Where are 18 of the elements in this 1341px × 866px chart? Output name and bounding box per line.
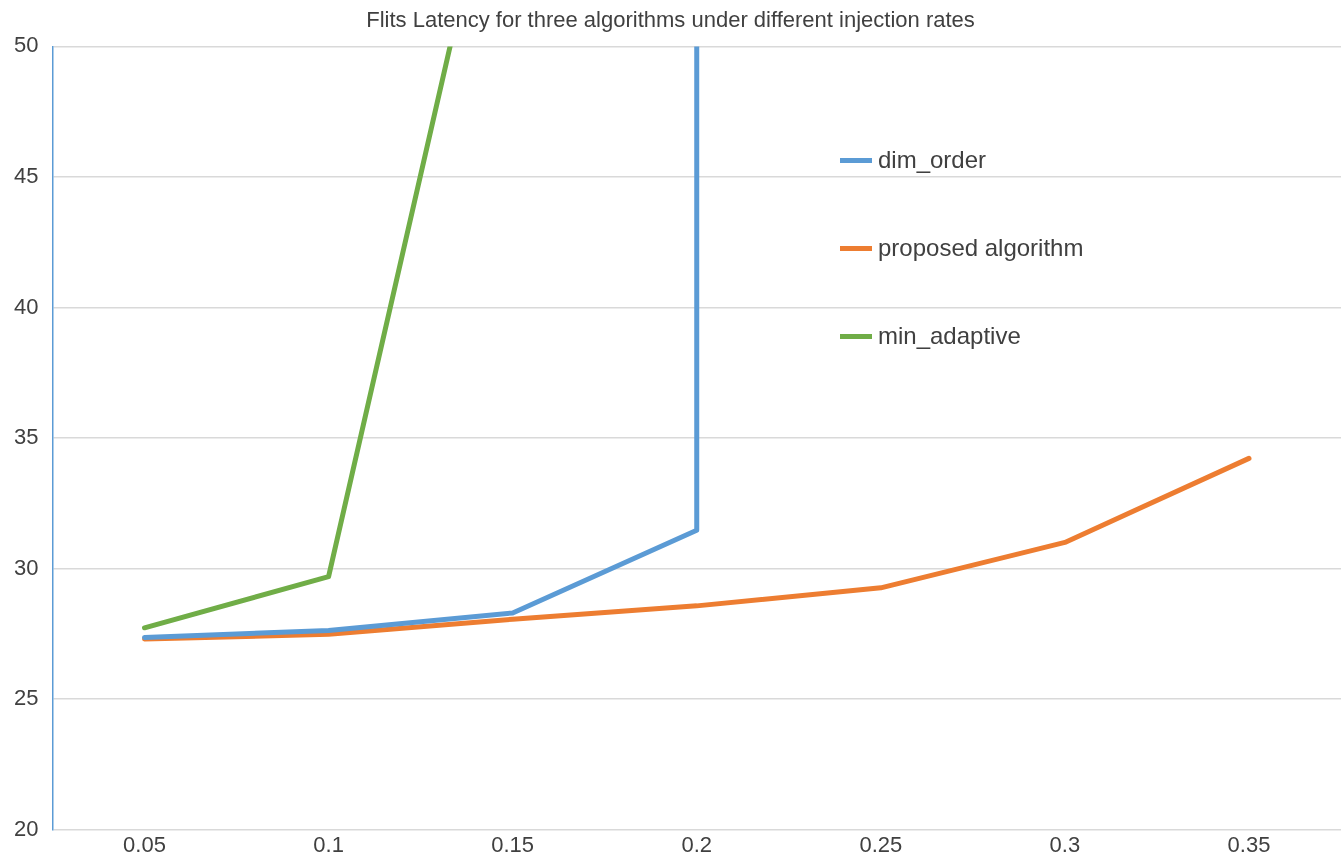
legend-label: dim_order [878,146,987,174]
x-tick-label: 0.3 [1049,831,1081,857]
legend-label: proposed algorithm [878,234,1084,262]
legend-label: min_adaptive [878,322,1021,350]
x-tick-label: 0.25 [859,831,903,857]
chart-title: Flits Latency for three algorithms under different injection rates [366,7,975,33]
y-tick-label: 45 [13,163,39,188]
y-tick-label: 30 [13,554,39,580]
x-tick-label: 0.05 [123,831,166,857]
y-tick-label: 50 [13,32,39,58]
x-tick-label: 0.2 [681,831,713,857]
y-tick-label: 20 [13,815,39,841]
y-tick-label: 35 [13,424,39,450]
x-tick-label: 0.35 [1227,831,1271,857]
y-tick-label: 25 [13,685,39,711]
x-tick-label: 0.1 [313,831,344,857]
x-tick-label: 0.15 [491,831,535,857]
y-tick-label: 40 [13,293,39,319]
